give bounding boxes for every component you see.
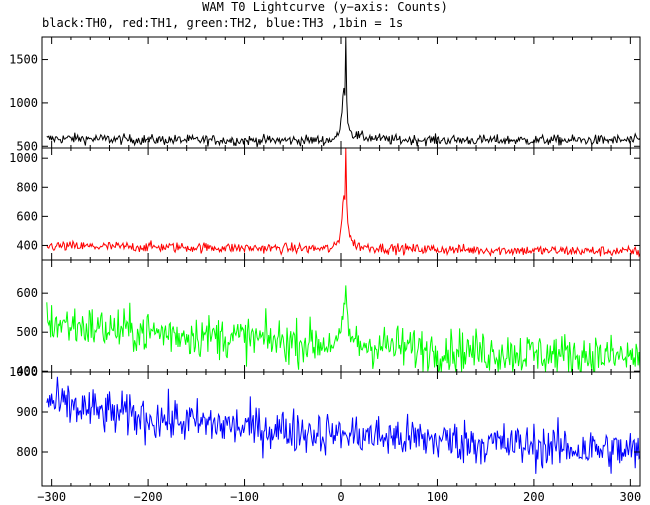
chart-title: WAM T0 Lightcurve (y−axis: Counts) [202,0,448,14]
series-line-th3 [46,376,641,474]
panel-frame-th0 [41,36,641,149]
series-line-th0 [46,37,641,148]
y-tick-label: 500 [16,139,38,153]
x-tick-label: 0 [337,490,344,504]
x-tick-label: 200 [523,490,545,504]
y-tick-label: 1000 [9,365,38,379]
x-tick-label: 300 [620,490,642,504]
panel-frame-th2 [41,259,641,373]
y-tick-label: 1000 [9,96,38,110]
x-tick-label: 100 [427,490,449,504]
y-tick-label: 800 [16,180,38,194]
y-tick-label: 400 [16,364,38,378]
x-tick-label: −200 [134,490,163,504]
x-tick-label: −300 [37,490,66,504]
panel-frame-th3 [41,371,641,487]
chart-subtitle: black:TH0, red:TH1, green:TH2, blue:TH3 … [42,16,404,30]
y-tick-label: 500 [16,325,38,339]
y-tick-label: 600 [16,286,38,300]
y-tick-label: 900 [16,405,38,419]
y-tick-label: 600 [16,209,38,223]
panel-frame-th1 [41,147,641,261]
series-line-th1 [46,148,641,258]
y-tick-label: 800 [16,445,38,459]
y-tick-label: 1000 [9,151,38,165]
x-tick-label: −100 [230,490,259,504]
series-line-th2 [46,285,641,373]
y-tick-label: 400 [16,238,38,252]
y-tick-label: 1500 [9,53,38,67]
